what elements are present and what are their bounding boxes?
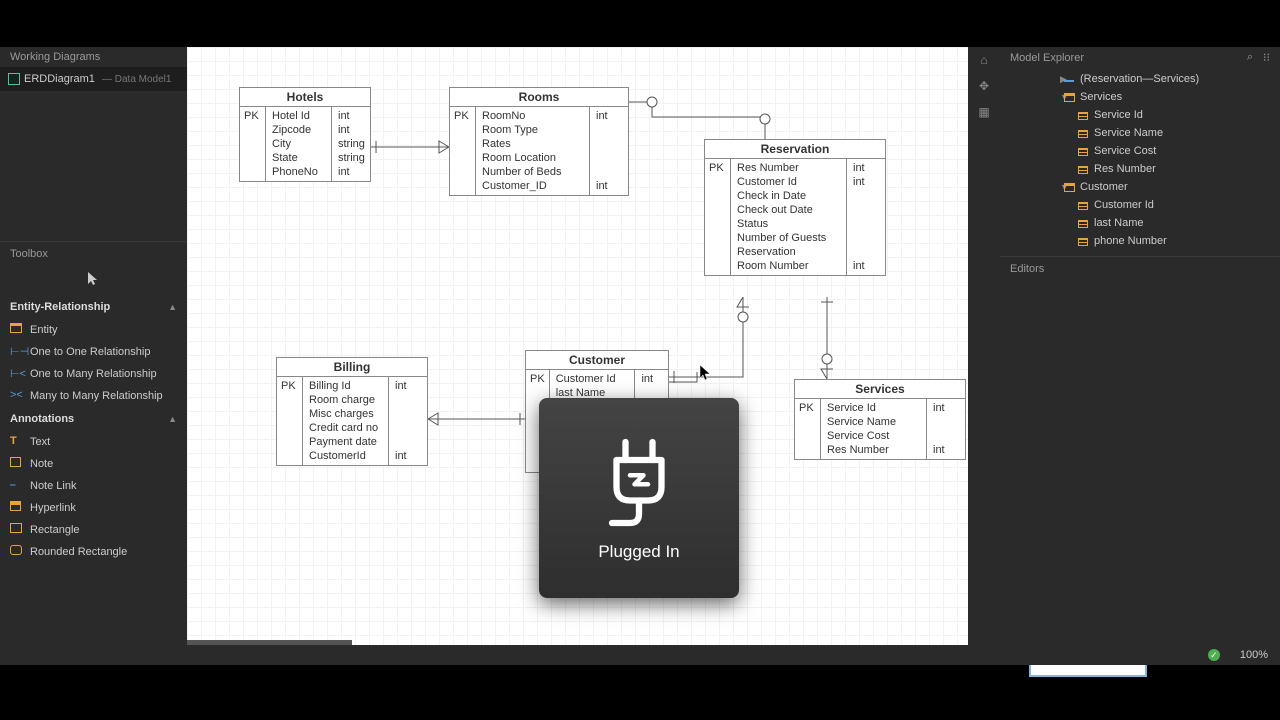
tree-item[interactable]: Service Name <box>1000 124 1280 142</box>
search-icon[interactable]: ⌕ <box>1247 51 1253 64</box>
tree-type-icon <box>1078 237 1090 247</box>
tree-item[interactable]: Service Cost <box>1000 142 1280 160</box>
diagram-name: ERDDiagram1 <box>24 73 95 85</box>
tree-type-icon <box>1078 201 1090 211</box>
entity-title: Hotels <box>240 88 370 107</box>
editors-header: Editors <box>1000 256 1280 281</box>
tree-item[interactable]: Service Id <box>1000 106 1280 124</box>
cursor-icon <box>700 365 712 381</box>
tree-type-icon <box>1064 75 1076 85</box>
type-column: intint int <box>847 159 885 275</box>
menu-icon[interactable]: ⁝⁝ <box>1263 51 1270 64</box>
pk-column: PK <box>277 377 303 465</box>
tree-type-icon <box>1078 219 1090 229</box>
diagram-tab[interactable]: ERDDiagram1 — Data Model1 <box>0 67 187 91</box>
attr-column: Hotel IdZipcodeCityStatePhoneNo <box>266 107 332 181</box>
model-explorer-header: Model Explorer ⌕ ⁝⁝ <box>1000 47 1280 68</box>
tool-rectangle[interactable]: Rectangle <box>0 519 187 541</box>
tool-one-to-many-relationship[interactable]: ⊢<One to Many Relationship <box>0 363 187 385</box>
entity-services[interactable]: Services PK Service IdService NameServic… <box>794 379 966 460</box>
collapse-icon: ▲ <box>168 302 177 312</box>
diagram-sub: — Data Model1 <box>102 74 171 85</box>
entity-title: Rooms <box>450 88 628 107</box>
type-column: intintstringstringint <box>332 107 370 181</box>
tree-item[interactable]: Customer Id <box>1000 196 1280 214</box>
tree-type-icon <box>1064 93 1076 103</box>
pk-column: PK <box>705 159 731 275</box>
status-bar: ✓ 100% <box>0 645 1280 665</box>
erd-icon <box>8 73 20 85</box>
cursor-tool[interactable] <box>0 266 187 295</box>
attr-column: Res NumberCustomer IdCheck in DateCheck … <box>731 159 847 275</box>
tree-type-icon <box>1078 111 1090 121</box>
tree-type-icon <box>1064 183 1076 193</box>
er-section-header[interactable]: Entity-Relationship▲ <box>0 295 187 319</box>
pk-column: PK <box>450 107 476 195</box>
tool-hyperlink[interactable]: Hyperlink <box>0 497 187 519</box>
plug-icon <box>594 435 684 530</box>
tool-note-link[interactable]: ⎯Note Link <box>0 475 187 497</box>
tree-item[interactable]: Res Number <box>1000 160 1280 178</box>
tree-item[interactable]: ▼ Customer <box>1000 178 1280 196</box>
status-ok-icon: ✓ <box>1208 649 1220 661</box>
entity-rooms[interactable]: Rooms PK RoomNoRoom TypeRatesRoom Locati… <box>449 87 629 196</box>
plugged-in-notification: Plugged In <box>539 398 739 598</box>
type-column: int int <box>389 377 427 465</box>
model-tree: ▶ (Reservation—Services) ▼ Services Serv… <box>1000 68 1280 252</box>
attr-column: RoomNoRoom TypeRatesRoom LocationNumber … <box>476 107 590 195</box>
entity-title: Customer <box>526 351 668 370</box>
left-panel: Working Diagrams ERDDiagram1 — Data Mode… <box>0 47 187 645</box>
tool-text[interactable]: TText <box>0 431 187 453</box>
type-column: int int <box>927 399 965 459</box>
attr-column: Billing IdRoom chargeMisc chargesCredit … <box>303 377 389 465</box>
toolbox-header: Toolbox <box>0 241 187 266</box>
annotations-section-header[interactable]: Annotations▲ <box>0 407 187 431</box>
working-diagrams-header: Working Diagrams <box>0 47 187 67</box>
entity-reservation[interactable]: Reservation PK Res NumberCustomer IdChec… <box>704 139 886 276</box>
tool-one-to-one-relationship[interactable]: ⊢⊣One to One Relationship <box>0 341 187 363</box>
entity-hotels[interactable]: Hotels PK Hotel IdZipcodeCityStatePhoneN… <box>239 87 371 182</box>
pk-column: PK <box>240 107 266 181</box>
tool-many-to-many-relationship[interactable]: ><Many to Many Relationship <box>0 385 187 407</box>
model-explorer-panel: Model Explorer ⌕ ⁝⁝ ▶ (Reservation—Servi… <box>1000 47 1280 645</box>
tree-item[interactable]: ▶ (Reservation—Services) <box>1000 70 1280 88</box>
attr-column: Service IdService NameService CostRes Nu… <box>821 399 927 459</box>
tree-type-icon <box>1078 165 1090 175</box>
tree-item[interactable]: ▼ Services <box>1000 88 1280 106</box>
entity-title: Reservation <box>705 140 885 159</box>
zoom-level[interactable]: 100% <box>1240 649 1268 661</box>
right-icon-strip: ⌂ ✥ ▦ <box>968 47 1000 645</box>
tree-item[interactable]: last Name <box>1000 214 1280 232</box>
tree-type-icon <box>1078 147 1090 157</box>
entity-title: Billing <box>277 358 427 377</box>
entity-billing[interactable]: Billing PK Billing IdRoom chargeMisc cha… <box>276 357 428 466</box>
type-column: int int <box>590 107 628 195</box>
pk-column: PK <box>795 399 821 459</box>
tool-note[interactable]: Note <box>0 453 187 475</box>
tool-rounded-rectangle[interactable]: Rounded Rectangle <box>0 541 187 563</box>
tree-item[interactable]: phone Number <box>1000 232 1280 250</box>
home-icon[interactable]: ⌂ <box>968 47 1000 73</box>
grid-icon[interactable]: ▦ <box>968 99 1000 125</box>
horizontal-scrollbar[interactable] <box>187 640 352 645</box>
tree-type-icon <box>1078 129 1090 139</box>
target-icon[interactable]: ✥ <box>968 73 1000 99</box>
tool-entity[interactable]: Entity <box>0 319 187 341</box>
collapse-icon: ▲ <box>168 414 177 424</box>
notification-label: Plugged In <box>598 542 679 562</box>
entity-title: Services <box>795 380 965 399</box>
